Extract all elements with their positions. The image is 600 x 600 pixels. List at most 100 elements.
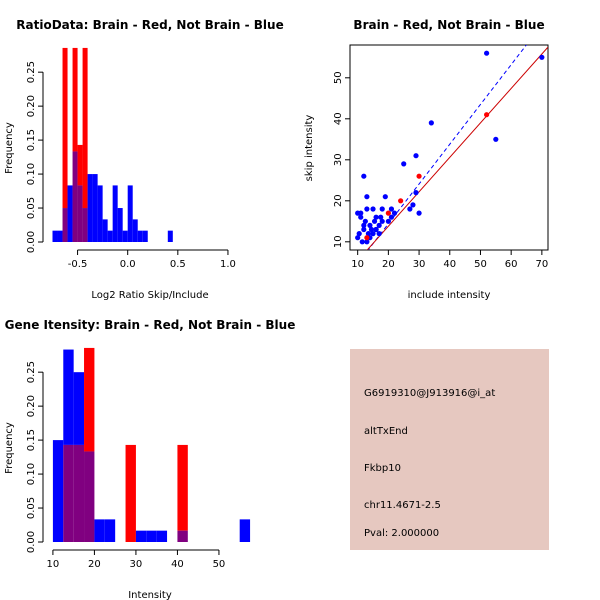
gene-bar-not-brain-18: [239, 519, 251, 542]
scatter-point-not-brain-22: [382, 194, 388, 200]
ratio-hist-bars: [52, 47, 173, 242]
gene-bar-not-brain-5: [104, 519, 116, 542]
ratio-bar-not-brain-1: [57, 230, 63, 242]
gene-hist-y-axis: 0.00 0.05 0.10 0.15 0.20 0.25: [26, 361, 44, 553]
gene-y-tick-label-5: 0.25: [26, 361, 37, 383]
ratio-x-tick-label-1: 0.0: [120, 259, 136, 270]
ratio-bar-brain-4: [72, 47, 78, 152]
ratio-y-tick-label-0: 0.00: [26, 231, 37, 253]
gene-y-tick-label-4: 0.20: [26, 395, 37, 417]
scatter-point-not-brain-4: [361, 226, 367, 233]
ratio-bar-brain-2: [62, 47, 68, 209]
gene-bar-not-brain-8: [135, 530, 147, 542]
scatter-point-not-brain-9: [365, 231, 372, 237]
scatter-fit-line-0: [367, 45, 527, 250]
gene-hist-xlabel: Intensity: [128, 590, 172, 600]
ratio-bar-not-brain-18: [142, 230, 148, 242]
ratio-bar-not-brain-3: [67, 185, 73, 242]
scatter-point-not-brain-21: [379, 218, 385, 224]
gene-x-tick-label-0: 10: [47, 559, 60, 570]
scatter-point-brain-4: [484, 112, 490, 118]
gene-hist-x-axis: 10 20 30 40 50: [47, 549, 225, 570]
scatter-point-not-brain-17: [373, 214, 379, 220]
scatter-y-tick-label-4: 50: [333, 71, 344, 84]
gene-name: Fkbp10: [364, 463, 401, 474]
scatter-x-tick-label-4: 50: [474, 259, 487, 270]
scatter-point-not-brain-6: [362, 218, 368, 224]
gene-hist-bars: [52, 347, 251, 542]
scatter-y-axis: 10 20 30 40 50: [333, 71, 350, 248]
scatter-points: [355, 50, 545, 245]
ratio-bar-not-brain-12: [112, 185, 118, 242]
scatter-point-brain-0: [364, 235, 370, 241]
gene-bar-not-brain-0: [52, 440, 64, 542]
ratio-bar-not-brain-0: [52, 230, 58, 242]
ratio-bar-not-brain-8: [92, 174, 98, 242]
info-panel-background: [350, 349, 549, 550]
scatter-y-tick-label-3: 40: [333, 112, 344, 125]
gene-bar-brain-12: [177, 444, 188, 531]
scatter-point-not-brain-36: [493, 136, 499, 142]
ratio-bar-overlap-2: [62, 208, 68, 242]
ratio-hist-xlabel: Log2 Ratio Skip/Include: [91, 290, 208, 301]
ratio-bar-not-brain-14: [122, 230, 128, 242]
ratio-hist-y-axis: 0.00 0.05 0.10 0.15 0.20 0.25: [26, 61, 44, 253]
scatter-point-not-brain-31: [413, 190, 419, 196]
ratio-bar-not-brain-15: [127, 185, 133, 242]
ratio-x-tick-label-3: 1.0: [220, 259, 236, 270]
gene-bar-overlap-12: [177, 530, 188, 542]
scatter-x-axis: 10 20 30 40 50 60 70: [351, 250, 548, 270]
scatter-plot-area: [355, 45, 548, 250]
ratio-bar-brain-5: [77, 144, 83, 186]
ratio-bar-not-brain-10: [102, 219, 108, 242]
scatter-title: Brain - Red, Not Brain - Blue: [353, 18, 544, 32]
scatter-x-tick-label-3: 40: [443, 259, 456, 270]
ratio-y-tick-label-3: 0.15: [26, 129, 37, 151]
info-panel: G6919310@J913916@i_at altTxEnd Fkbp10 ch…: [350, 349, 549, 550]
scatter-point-not-brain-37: [539, 54, 545, 60]
ratio-hist-title: RatioData: Brain - Red, Not Brain - Blue: [16, 18, 283, 32]
gene-bar-not-brain-10: [156, 530, 168, 542]
scatter-x-tick-label-0: 10: [351, 259, 364, 270]
scatter-point-not-brain-11: [367, 222, 373, 228]
ratio-hist-x-axis: -0.5 0.0 0.5 1.0: [68, 249, 236, 270]
scatter-point-not-brain-19: [376, 231, 382, 237]
scatter-point-not-brain-27: [364, 194, 370, 200]
pval-text: Pval: 2.000000: [364, 528, 439, 539]
scatter-point-not-brain-25: [391, 210, 398, 216]
scatter-point-not-brain-5: [361, 222, 367, 228]
scatter-plot-box: [349, 44, 549, 251]
scatter-xlabel: include intensity: [408, 290, 491, 301]
probe-id: G6919310@J913916@i_at: [364, 388, 495, 399]
scatter-y-tick-label-2: 30: [333, 153, 344, 166]
scatter-point-not-brain-20: [378, 214, 384, 220]
ratio-bar-not-brain-17: [137, 230, 143, 242]
ratio-y-tick-label-5: 0.25: [26, 61, 37, 83]
gene-y-tick-label-1: 0.05: [26, 497, 37, 519]
scatter-point-not-brain-39: [358, 210, 364, 216]
scatter-point-not-brain-26: [361, 173, 367, 179]
scatter-point-not-brain-15: [371, 218, 378, 224]
ratio-x-tick-label-0: -0.5: [68, 259, 88, 270]
gene-bar-overlap-2: [73, 444, 85, 542]
scatter-point-not-brain-12: [368, 226, 375, 233]
gene-bar-not-brain-4: [94, 519, 105, 542]
gene-bar-overlap-3: [84, 451, 95, 542]
event-type: altTxEnd: [364, 426, 408, 437]
gene-histogram-panel: Gene Itensity: Brain - Red, Not Brain - …: [4, 318, 295, 600]
scatter-point-not-brain-29: [407, 206, 413, 212]
gene-y-tick-label-0: 0.00: [26, 531, 37, 553]
gene-x-tick-label-1: 20: [88, 559, 101, 570]
gene-hist-title: Gene Itensity: Brain - Red, Not Brain - …: [5, 318, 296, 332]
ratio-bar-brain-6: [82, 47, 88, 209]
scatter-point-not-brain-34: [428, 120, 434, 126]
scatter-point-not-brain-14: [370, 206, 376, 212]
scatter-x-tick-label-5: 60: [505, 259, 518, 270]
scatter-point-brain-2: [398, 198, 404, 204]
gene-bar-overlap-1: [63, 444, 74, 542]
ratio-bar-not-brain-9: [97, 185, 103, 242]
scatter-point-not-brain-23: [385, 218, 391, 224]
ratio-y-tick-label-2: 0.10: [26, 163, 37, 185]
scatter-point-not-brain-7: [364, 239, 370, 245]
